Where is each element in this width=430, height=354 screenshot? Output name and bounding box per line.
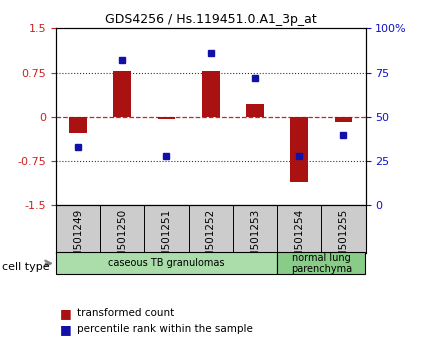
Bar bbox=[246, 104, 264, 117]
Bar bbox=[202, 71, 220, 117]
Text: caseous TB granulomas: caseous TB granulomas bbox=[108, 258, 225, 268]
Text: GSM501252: GSM501252 bbox=[206, 209, 216, 272]
Bar bbox=[290, 117, 308, 182]
Bar bbox=[158, 117, 175, 119]
Text: GSM501254: GSM501254 bbox=[294, 209, 304, 272]
Bar bbox=[69, 117, 87, 133]
Title: GDS4256 / Hs.119451.0.A1_3p_at: GDS4256 / Hs.119451.0.A1_3p_at bbox=[105, 13, 316, 26]
Text: ■: ■ bbox=[60, 307, 72, 320]
Text: GSM501255: GSM501255 bbox=[338, 209, 348, 272]
Text: ■: ■ bbox=[60, 323, 72, 336]
Bar bbox=[335, 117, 352, 121]
Bar bbox=[114, 71, 131, 117]
Text: GSM501249: GSM501249 bbox=[73, 209, 83, 272]
Text: percentile rank within the sample: percentile rank within the sample bbox=[77, 324, 253, 334]
Text: GSM501250: GSM501250 bbox=[117, 209, 127, 272]
Text: transformed count: transformed count bbox=[77, 308, 175, 318]
Text: GSM501253: GSM501253 bbox=[250, 209, 260, 272]
Bar bbox=[277, 252, 366, 274]
Text: normal lung
parenchyma: normal lung parenchyma bbox=[291, 252, 352, 274]
Text: cell type: cell type bbox=[2, 262, 50, 272]
Bar bbox=[56, 252, 277, 274]
Text: GSM501251: GSM501251 bbox=[162, 209, 172, 272]
